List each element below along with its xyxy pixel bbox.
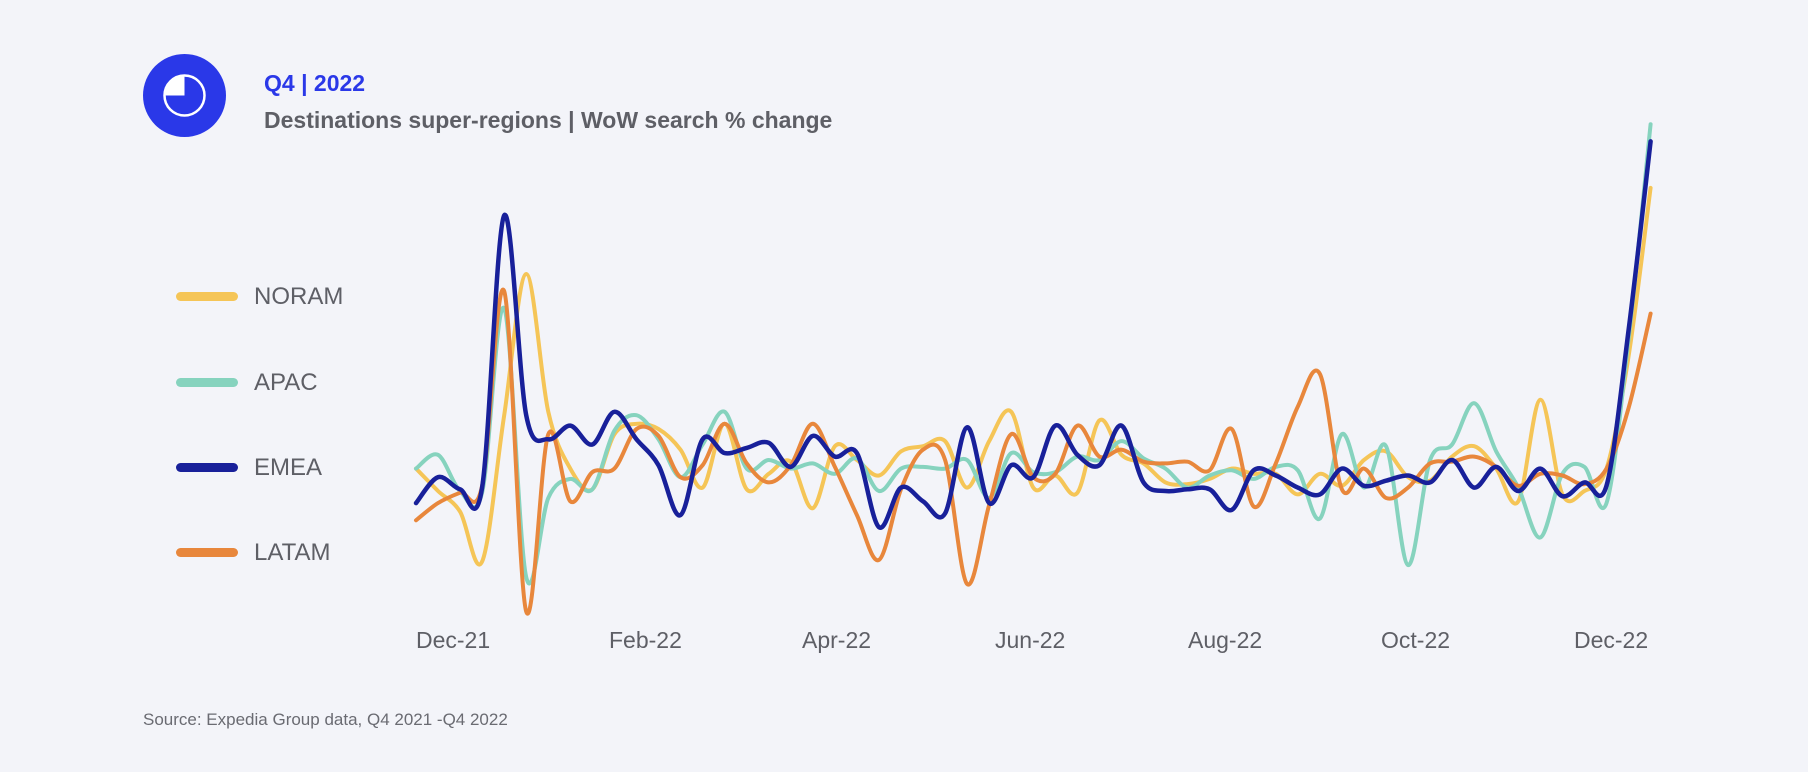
legend-swatch: [176, 292, 238, 301]
chart-title: Destinations super-regions | WoW search …: [264, 107, 833, 133]
series-line-noram: [414, 185, 1653, 567]
x-tick-label: Apr-22: [802, 627, 871, 653]
legend-label: APAC: [254, 369, 318, 396]
legend-label: EMEA: [254, 454, 323, 481]
x-tick-label: Oct-22: [1381, 627, 1450, 653]
period-label: Q4 | 2022: [264, 70, 366, 96]
series-line-apac: [414, 122, 1653, 586]
legend-swatch: [176, 548, 238, 557]
series-lines: [413, 122, 1653, 616]
x-tick-label: Dec-22: [1574, 627, 1648, 653]
series-line-emea: [413, 139, 1653, 530]
x-tick-label: Dec-21: [416, 627, 490, 653]
source-note: Source: Expedia Group data, Q4 2021 -Q4 …: [143, 710, 508, 729]
x-axis-ticks: Dec-21 Feb-22 Apr-22 Jun-22 Aug-22 Oct-22 Dec-…: [416, 627, 1648, 653]
legend-label: NORAM: [254, 283, 344, 310]
legend-label: LATAM: [254, 539, 331, 566]
series-line-latam: [414, 287, 1653, 616]
x-tick-label: Jun-22: [995, 627, 1065, 653]
x-tick-label: Feb-22: [609, 627, 682, 653]
pie-chart-logo-icon: [143, 54, 226, 137]
legend-swatch: [176, 463, 238, 472]
line-chart: Dec-21 Feb-22 Apr-22 Jun-22 Aug-22 Oct-22 Dec-…: [413, 122, 1653, 653]
legend-swatch: [176, 378, 238, 387]
x-tick-label: Aug-22: [1188, 627, 1262, 653]
